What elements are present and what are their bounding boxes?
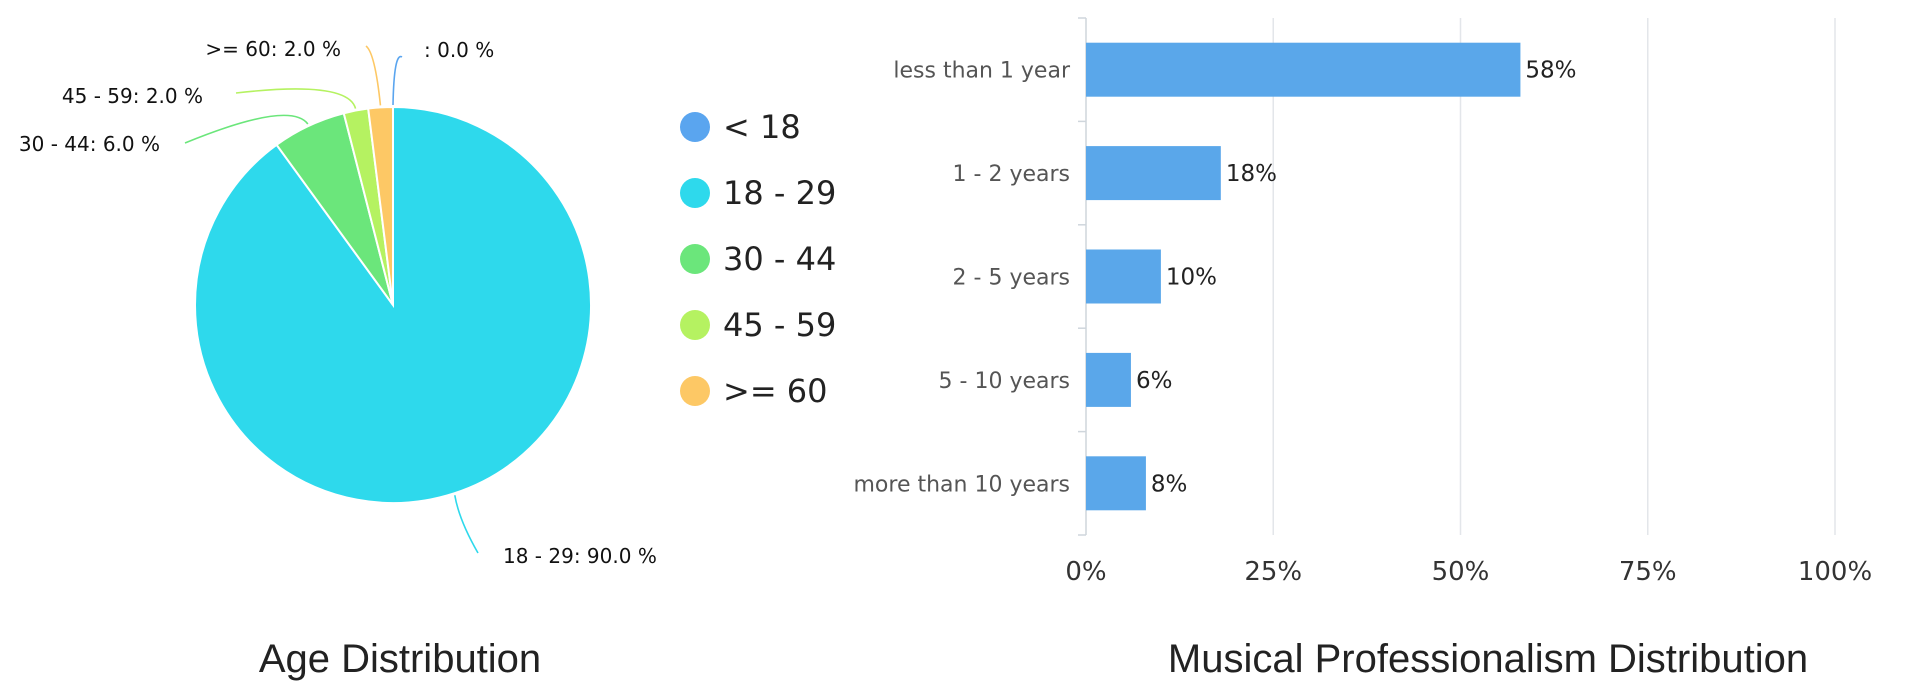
bar-more-than-10-years xyxy=(1086,456,1146,511)
pie-slices xyxy=(194,105,592,504)
age-pie-chart: : 0.0 % 18 - 29: 90.0 % 30 - 44: 6.0 % 45 -… xyxy=(19,37,836,681)
legend-label-30-44: 30 - 44 xyxy=(723,240,836,278)
pie-legend: < 18 18 - 29 30 - 44 45 - 59 >= 60 xyxy=(680,108,836,410)
pie-label-30-44: 30 - 44: 6.0 % xyxy=(19,132,160,156)
pie-label-gte-60: >= 60: 2.0 % xyxy=(205,37,341,61)
legend-item-18-29[interactable]: 18 - 29 xyxy=(680,174,836,212)
pie-leader-gte-60 xyxy=(365,45,382,106)
bars xyxy=(1086,42,1521,511)
legend-swatch-45-59 xyxy=(680,310,710,340)
legend-item-30-44[interactable]: 30 - 44 xyxy=(680,240,836,278)
legend-item-lt-18[interactable]: < 18 xyxy=(680,108,801,146)
legend-swatch-gte-60 xyxy=(680,376,710,406)
x-tick-labels: 0% 25% 50% 75% 100% xyxy=(1065,557,1872,587)
bar-category-axis xyxy=(1078,17,1087,536)
legend-label-gte-60: >= 60 xyxy=(723,372,828,410)
value-label-less-than-1-year: 58% xyxy=(1525,58,1576,84)
age-chart-title: Age Distribution xyxy=(259,637,541,681)
pie-slice-gte-60 xyxy=(367,105,394,306)
category-labels: less than 1 year 1 - 2 years 2 - 5 years 5 … xyxy=(854,59,1071,498)
category-label-5-10-years: 5 - 10 years xyxy=(939,369,1070,394)
x-tick-25: 25% xyxy=(1244,557,1302,587)
pie-leader-lt-18 xyxy=(392,55,403,106)
pie-leader-45-59 xyxy=(235,88,357,109)
value-labels: 58% 18% 10% 6% 8% xyxy=(1136,58,1577,498)
bar-5-10-years xyxy=(1086,352,1131,407)
x-tick-100: 100% xyxy=(1798,557,1872,587)
legend-label-18-29: 18 - 29 xyxy=(723,174,836,212)
pie-label-lt-18: : 0.0 % xyxy=(424,38,494,62)
legend-swatch-lt-18 xyxy=(680,112,710,142)
x-tick-75: 75% xyxy=(1619,557,1677,587)
pie-label-18-29: 18 - 29: 90.0 % xyxy=(503,544,657,568)
x-tick-0: 0% xyxy=(1065,557,1106,587)
pie-label-45-59: 45 - 59: 2.0 % xyxy=(62,84,203,108)
category-label-2-5-years: 2 - 5 years xyxy=(953,266,1070,291)
legend-swatch-18-29 xyxy=(680,178,710,208)
pie-leader-18-29 xyxy=(454,495,479,554)
category-label-1-2-years: 1 - 2 years xyxy=(953,162,1070,187)
legend-item-45-59[interactable]: 45 - 59 xyxy=(680,306,836,344)
professionalism-chart-title: Musical Professionalism Distribution xyxy=(1168,637,1808,681)
legend-label-lt-18: < 18 xyxy=(723,108,801,146)
bar-gridlines xyxy=(1272,18,1836,535)
professionalism-bar-chart: less than 1 year 1 - 2 years 2 - 5 years 5 … xyxy=(854,17,1872,681)
value-label-2-5-years: 10% xyxy=(1166,265,1217,291)
value-label-more-than-10-years: 8% xyxy=(1151,471,1188,497)
bar-1-2-years xyxy=(1086,146,1221,201)
x-tick-50: 50% xyxy=(1432,557,1490,587)
category-label-less-than-1-year: less than 1 year xyxy=(893,59,1071,84)
pie-leader-30-44 xyxy=(184,114,309,144)
legend-swatch-30-44 xyxy=(680,244,710,274)
legend-item-gte-60[interactable]: >= 60 xyxy=(680,372,828,410)
value-label-5-10-years: 6% xyxy=(1136,368,1173,394)
pie-leader-lines xyxy=(184,45,479,554)
category-label-more-than-10-years: more than 10 years xyxy=(854,472,1071,497)
bar-less-than-1-year xyxy=(1086,42,1521,97)
value-label-1-2-years: 18% xyxy=(1226,161,1277,187)
bar-2-5-years xyxy=(1086,249,1161,304)
pie-slice-labels: : 0.0 % 18 - 29: 90.0 % 30 - 44: 6.0 % 45 -… xyxy=(19,37,657,568)
legend-label-45-59: 45 - 59 xyxy=(723,306,836,344)
